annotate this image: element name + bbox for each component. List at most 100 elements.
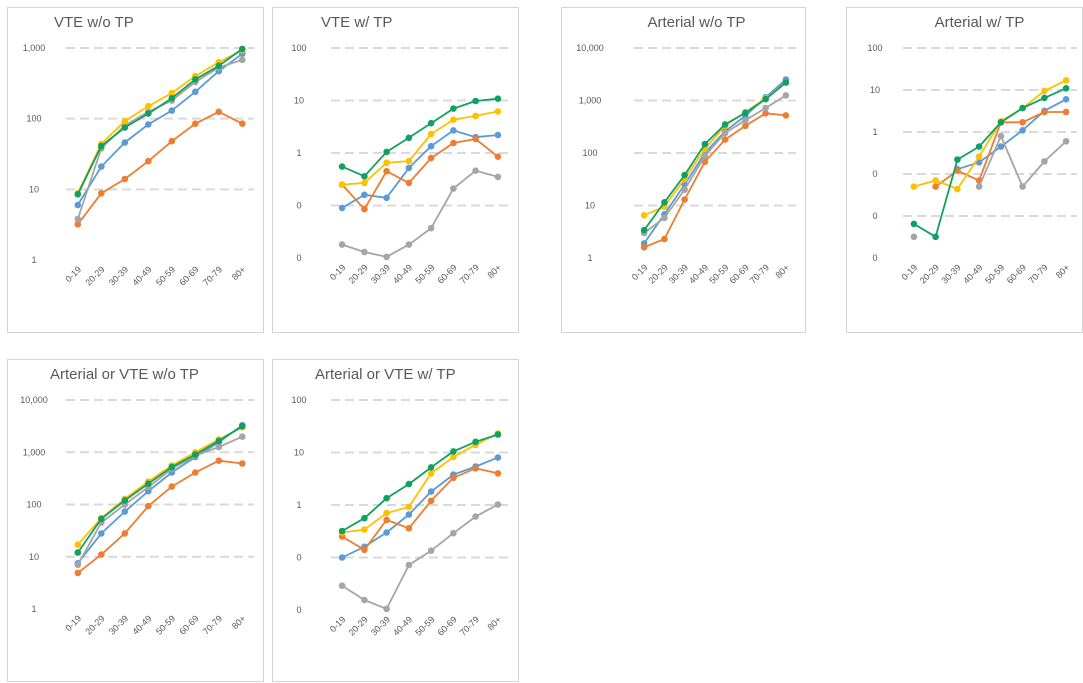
data-point-green [450,105,457,112]
data-point-blue [383,529,390,536]
data-point-blue [450,127,457,134]
data-point-orange [383,168,390,175]
data-point-blue [98,163,105,170]
x-tick-label: 60-69 [727,262,750,285]
data-point-blue [428,488,435,495]
data-point-green [450,448,457,455]
data-point-blue [495,454,502,461]
data-point-yellow [383,510,390,517]
x-tick-label: 50-59 [154,264,177,287]
x-tick-label: 20-29 [646,262,669,285]
data-point-yellow [954,186,961,193]
data-point-green [98,143,105,150]
chart-panel-vte-without-tp: VTE w/o TP 1 10 100 1,000 0-19 20-29 30-39 40-4… [7,7,264,333]
y-tick-label: 0 [296,253,301,263]
chart-plot: 1 10 100 1,000 0-19 20-29 30-39 40-49 50-59 60-69… [8,8,265,334]
data-point-blue [339,205,346,212]
data-point-green [169,95,176,102]
x-tick-label: 20-29 [346,262,369,285]
data-point-green [406,481,413,488]
data-point-yellow [339,181,346,188]
data-point-gray [450,530,457,537]
data-point-green [911,221,918,228]
y-tick-label: 0 [872,253,877,263]
data-point-gray [976,183,983,190]
y-tick-label: 10 [870,85,880,95]
data-point-orange [495,153,502,160]
data-point-green [428,464,435,471]
data-point-orange [216,109,223,116]
data-point-green [239,46,246,53]
data-point-orange [722,136,729,143]
data-point-gray [339,241,346,248]
data-point-orange [169,483,176,490]
data-point-orange [1063,109,1070,116]
data-point-gray [742,117,749,124]
data-point-yellow [472,113,479,120]
data-point-gray [762,105,769,112]
chart-plot: 0 0 1 10 100 0-1920-2930-3940-4950-5960-6970-… [273,360,520,683]
x-tick-label: 70-79 [201,264,224,287]
y-tick-label: 0 [296,201,301,211]
data-point-green [216,63,223,70]
data-point-orange [98,190,105,197]
data-point-gray [428,547,435,554]
y-tick-label: 1,000 [23,447,46,457]
data-point-gray [361,249,368,256]
data-point-blue [339,554,346,561]
x-tick-label: 20-29 [83,613,106,636]
data-point-blue [192,89,199,96]
data-point-yellow [361,180,368,187]
data-point-green [998,119,1005,126]
y-tick-label: 0 [872,169,877,179]
x-tick-label: 50-59 [707,262,730,285]
data-point-blue [428,143,435,150]
y-tick-label: 1,000 [23,43,46,53]
data-point-green [169,464,176,471]
x-tick-label: 0-19 [899,262,919,282]
data-point-yellow [450,116,457,123]
data-point-yellow [406,504,413,511]
data-point-orange [406,180,413,187]
data-point-gray [472,513,479,520]
data-point-gray [998,133,1005,140]
y-tick-label: 100 [867,43,882,53]
data-point-orange [450,140,457,147]
data-point-yellow [406,158,413,165]
y-tick-label: 100 [26,114,41,124]
data-point-green [239,423,246,430]
data-point-orange [192,120,199,127]
data-point-gray [339,582,346,589]
data-point-orange [428,498,435,505]
x-tick-label: 60-69 [177,613,200,636]
data-point-orange [169,138,176,145]
data-point-gray [406,241,413,248]
data-point-orange [1019,119,1026,126]
x-tick-label: 20-29 [83,264,106,287]
data-point-blue [122,508,129,515]
data-point-blue [169,107,176,114]
data-point-orange [495,470,502,477]
data-point-blue [495,132,502,139]
data-point-green [192,76,199,83]
data-point-green [361,515,368,522]
y-tick-label: 10 [294,96,304,106]
y-tick-label: 10 [585,201,595,211]
x-tick-label: 50-59 [413,614,436,637]
data-point-yellow [428,131,435,138]
x-tick-label: 50-59 [983,262,1006,285]
x-tick-label: 70-79 [458,614,481,637]
data-point-gray [1063,138,1070,145]
x-tick-label: 60-69 [1005,262,1028,285]
data-point-green [954,156,961,163]
data-point-orange [239,120,246,127]
y-tick-label: 100 [26,500,41,510]
y-tick-label: 10,000 [576,43,604,53]
x-tick-label: 70-79 [201,613,224,636]
data-point-orange [122,176,129,183]
data-point-green [122,497,129,504]
y-tick-label: 10 [29,552,39,562]
data-point-green [383,149,390,156]
y-tick-label: 1 [31,255,36,265]
data-point-orange [383,517,390,524]
